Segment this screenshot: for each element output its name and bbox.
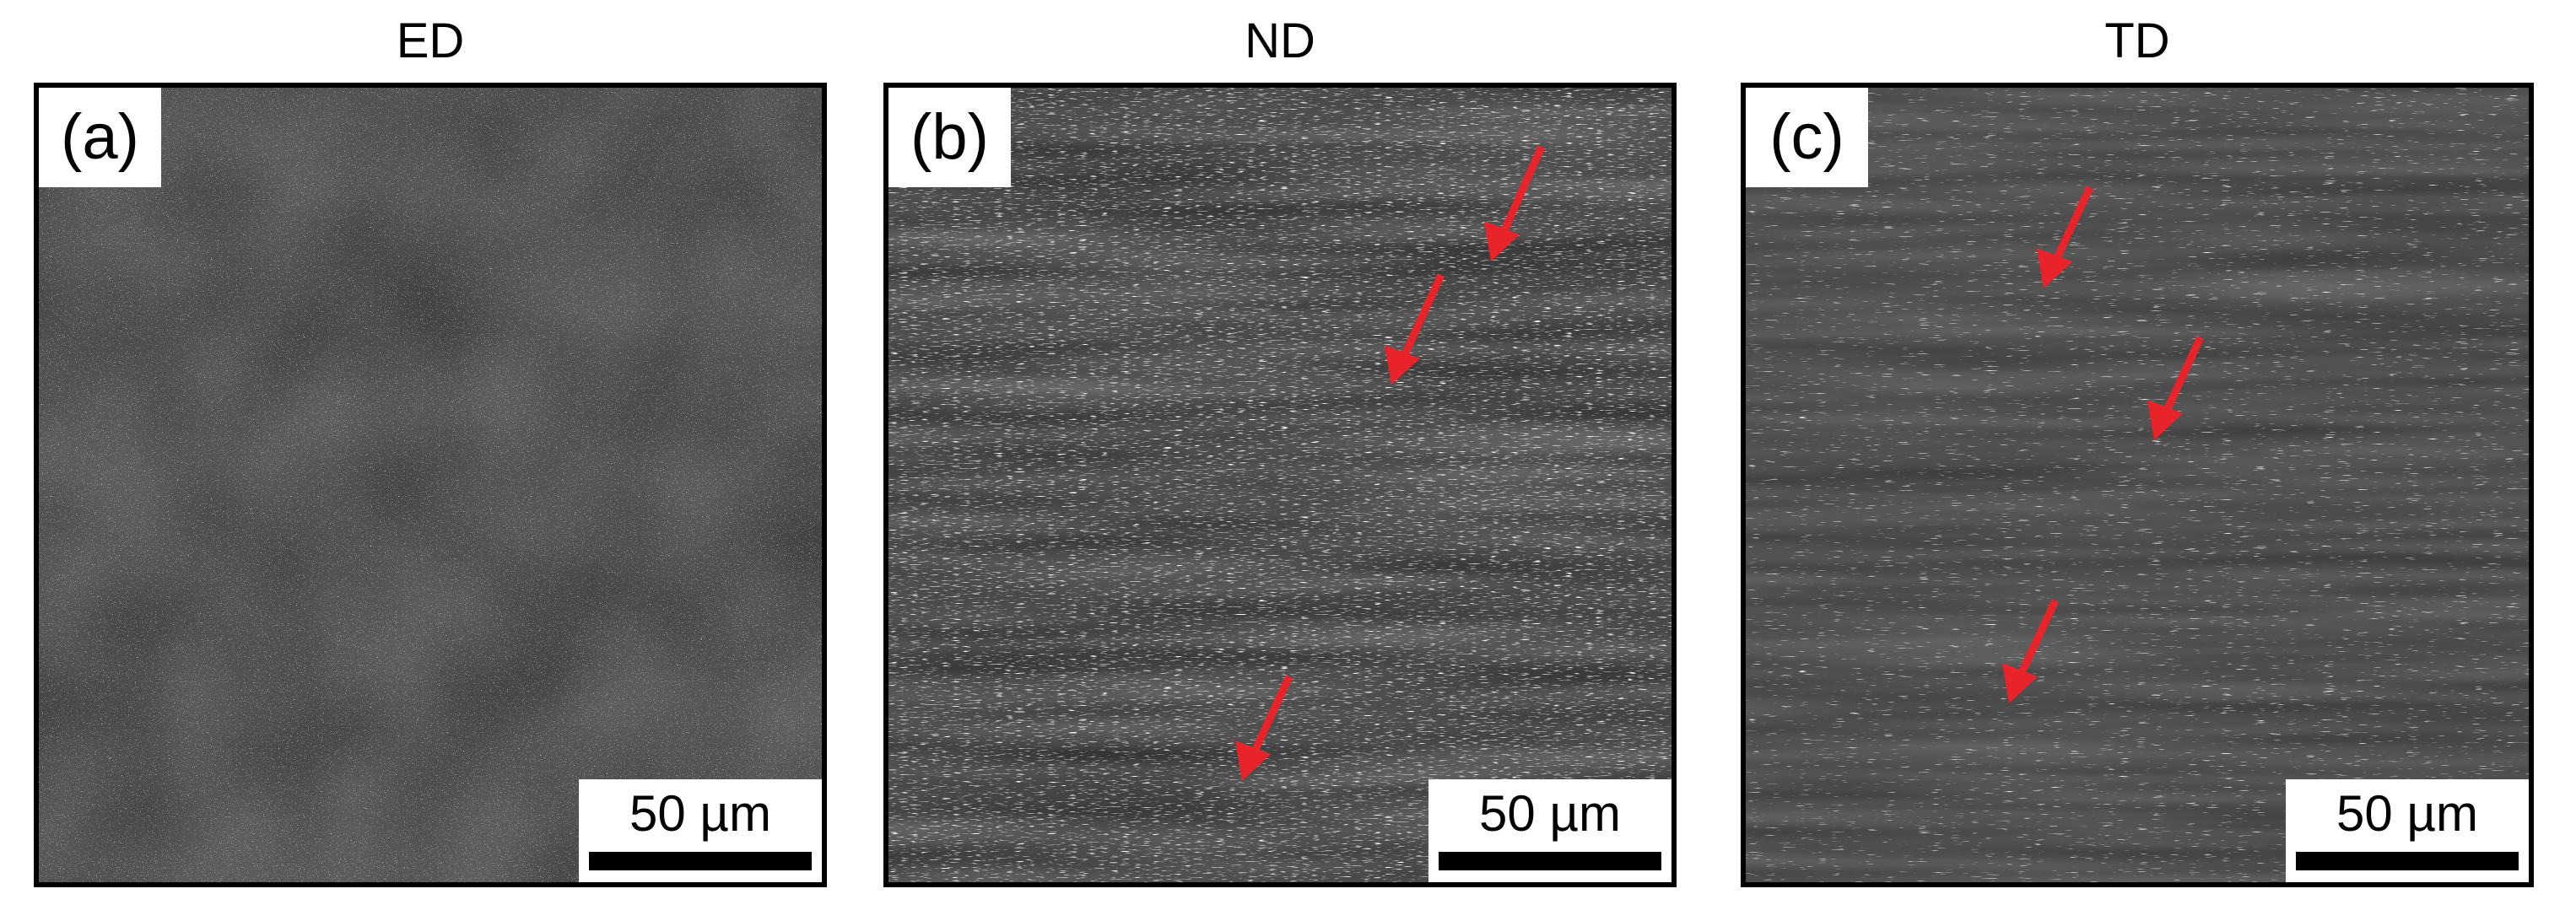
scale-bar-line [2296,852,2519,870]
micrograph-panel-b: (b) 50 µm [883,83,1677,887]
panel-title-ed: ED [396,13,465,68]
scale-bar-line [589,852,812,870]
scale-bar-label: 50 µm [1479,785,1621,842]
panel-label: (a) [39,88,161,187]
micrograph-panel-a: (a) 50 µm [34,83,827,887]
micrograph-image-b [888,88,1671,882]
micrograph-image-c [1746,88,2529,882]
scale-bar-label: 50 µm [2336,785,2478,842]
scale-bar: 50 µm [1428,779,1671,882]
scale-bar-label: 50 µm [629,785,771,842]
panel-title-nd: ND [1245,13,1315,68]
scale-bar: 50 µm [579,779,822,882]
micrograph-panel-c: (c) 50 µm [1741,83,2534,887]
scale-bar-line [1439,852,1661,870]
panel-label: (c) [1746,88,1868,187]
scale-bar: 50 µm [2286,779,2529,882]
micrograph-image-a [39,88,822,882]
panel-title-td: TD [2104,13,2170,68]
panel-label: (b) [888,88,1011,187]
